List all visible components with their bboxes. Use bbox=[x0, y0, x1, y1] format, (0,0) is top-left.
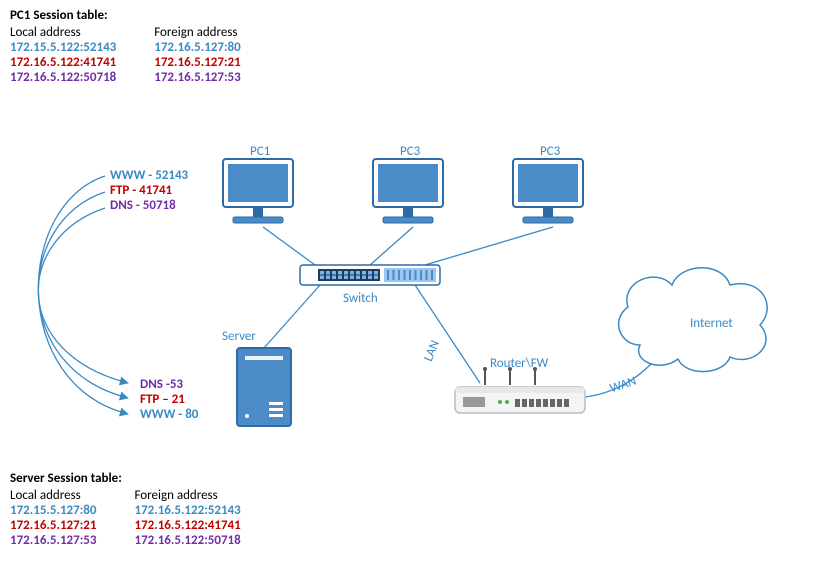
pc1-h-foreign: Foreign address bbox=[154, 25, 240, 40]
list-item: DNS -53 bbox=[140, 377, 198, 392]
pc3a-label: PC3 bbox=[400, 144, 420, 159]
table-row: 172.16.5.127:53 bbox=[10, 533, 96, 548]
list-item: DNS - 50718 bbox=[110, 198, 188, 213]
internet-label: Internet bbox=[690, 316, 733, 331]
server-label: Server bbox=[222, 329, 256, 344]
pc3b-label: PC3 bbox=[540, 144, 560, 159]
table-row: 172.16.5.122:52143 bbox=[134, 503, 240, 518]
list-item: FTP - 41741 bbox=[110, 183, 188, 198]
table-row: 172.16.5.127:53 bbox=[154, 70, 240, 85]
pc1-session-table: PC1 Session table: Local address 172.15.… bbox=[10, 8, 241, 85]
server-h-foreign: Foreign address bbox=[134, 488, 240, 503]
pc1-h-local: Local address bbox=[10, 25, 116, 40]
pc-services: WWW - 52143 FTP - 41741 DNS - 50718 bbox=[110, 168, 188, 213]
table-row: 172.16.5.122:50718 bbox=[134, 533, 240, 548]
server-services: DNS -53 FTP – 21 WWW - 80 bbox=[140, 377, 198, 422]
server-session-table: Server Session table: Local address 172.… bbox=[10, 471, 241, 548]
server-h-local: Local address bbox=[10, 488, 96, 503]
list-item: FTP – 21 bbox=[140, 392, 198, 407]
table-row: 172.16.5.122:50718 bbox=[10, 70, 116, 85]
router-label: Router\FW bbox=[490, 356, 548, 371]
pc1-label: PC1 bbox=[250, 144, 270, 159]
table-row: 172.16.5.127:80 bbox=[154, 40, 240, 55]
switch-icon bbox=[300, 265, 440, 285]
pc1-table-title: PC1 Session table: bbox=[10, 8, 241, 23]
pc-icon bbox=[373, 159, 443, 223]
list-item: WWW - 52143 bbox=[110, 168, 188, 183]
table-row: 172.16.5.127:21 bbox=[154, 55, 240, 70]
pc-icon bbox=[223, 159, 293, 223]
switch-label: Switch bbox=[343, 291, 378, 306]
table-row: 172.16.5.127:21 bbox=[10, 518, 96, 533]
list-item: WWW - 80 bbox=[140, 407, 198, 422]
table-row: 172.15.5.122:52143 bbox=[10, 40, 116, 55]
pc-icon bbox=[513, 159, 583, 223]
table-row: 172.16.5.122:41741 bbox=[134, 518, 240, 533]
server-icon bbox=[237, 348, 291, 426]
table-row: 172.16.5.122:41741 bbox=[10, 55, 116, 70]
server-table-title: Server Session table: bbox=[10, 471, 241, 486]
table-row: 172.15.5.127:80 bbox=[10, 503, 96, 518]
